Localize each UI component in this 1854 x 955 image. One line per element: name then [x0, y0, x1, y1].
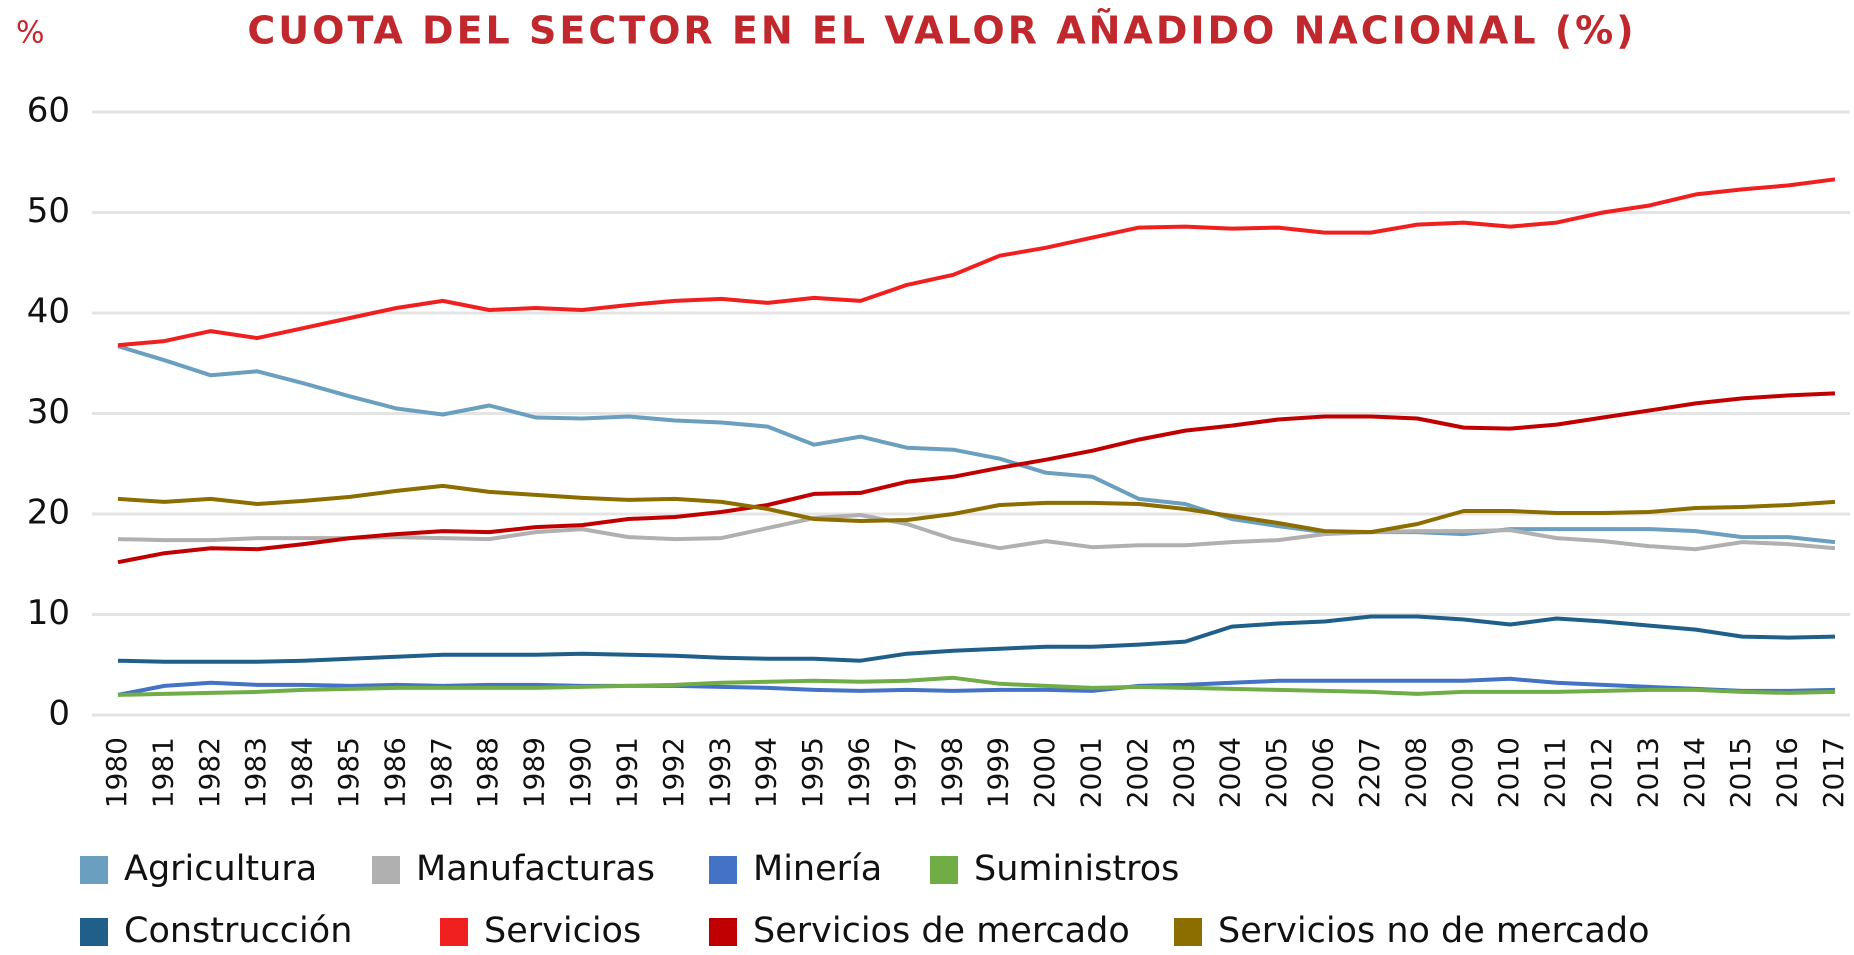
legend-swatch: [930, 856, 958, 884]
x-tick-label: 2009: [1446, 737, 1479, 808]
series-line: [117, 177, 1836, 348]
x-tick-label: 1997: [889, 737, 922, 808]
legend-label: Construcción: [124, 911, 352, 951]
x-tick-label: 1983: [239, 737, 272, 808]
series-line: [117, 675, 1836, 697]
x-tick-label: 2002: [1121, 737, 1154, 808]
x-tick-label: 1982: [193, 737, 226, 808]
x-tick-label: 1986: [378, 737, 411, 808]
y-tick-label: 50: [27, 191, 70, 231]
series-line: [117, 614, 1836, 664]
legend-swatch: [372, 856, 400, 884]
chart-title: CUOTA DEL SECTOR EN EL VALOR AÑADIDO NAC…: [247, 9, 1636, 53]
y-tick-label: 30: [27, 392, 70, 432]
x-tick-label: 1980: [100, 737, 133, 808]
y-tick-label: 0: [48, 694, 70, 734]
x-tick-label: 2004: [1214, 737, 1247, 808]
x-tick-label: 2016: [1771, 737, 1804, 808]
series-line: [117, 344, 1836, 545]
legend-label: Servicios: [484, 911, 641, 951]
x-tick-label: 1988: [471, 737, 504, 808]
x-tick-label: 1987: [425, 737, 458, 808]
x-tick-label: 1994: [750, 737, 783, 808]
x-tick-label: 1990: [564, 737, 597, 808]
x-tick-label: 1985: [332, 737, 365, 808]
legend-swatch: [1174, 918, 1202, 946]
x-tick-label: 1996: [842, 737, 875, 808]
y-tick-label: 10: [27, 593, 70, 633]
x-tick-label: 1998: [935, 737, 968, 808]
legend-label: Minería: [753, 849, 882, 889]
x-tick-label: 2003: [1167, 737, 1200, 808]
legend-swatch: [80, 918, 108, 946]
y-tick-label: 60: [27, 91, 70, 131]
legend-swatch: [709, 918, 737, 946]
x-tick-label: 1992: [657, 737, 690, 808]
x-tick-label: 2011: [1539, 737, 1572, 808]
x-tick-label: 1999: [982, 737, 1015, 808]
x-tick-label: 2006: [1307, 737, 1340, 808]
x-tick-label: 2000: [1028, 737, 1061, 808]
x-tick-label: 1984: [286, 737, 319, 808]
y-tick-label: 40: [27, 292, 70, 332]
x-tick-label: 1995: [796, 737, 829, 808]
series-line: [117, 513, 1836, 552]
x-tick-label: 2010: [1492, 737, 1525, 808]
y-axis-label: %: [16, 16, 45, 51]
x-tick-label: 2012: [1585, 737, 1618, 808]
series-line: [117, 391, 1836, 565]
x-tick-label: 1993: [703, 737, 736, 808]
series-line: [117, 676, 1836, 697]
legend-swatch: [709, 856, 737, 884]
legend-label: Servicios no de mercado: [1218, 911, 1649, 951]
x-tick-label: 2207: [1353, 737, 1386, 808]
legend-label: Servicios de mercado: [753, 911, 1130, 951]
legend-label: Agricultura: [124, 849, 317, 889]
x-tick-label: 2005: [1260, 737, 1293, 808]
x-tick-label: 2017: [1817, 737, 1850, 808]
x-tick-label: 2001: [1075, 737, 1108, 808]
series-line: [117, 483, 1836, 535]
legend-swatch: [80, 856, 108, 884]
x-tick-label: 2015: [1724, 737, 1757, 808]
legend-label: Manufacturas: [416, 849, 655, 889]
x-tick-label: 2014: [1678, 737, 1711, 808]
x-tick-label: 2013: [1631, 737, 1664, 808]
x-tick-label: 1989: [518, 737, 551, 808]
legend-swatch: [440, 918, 468, 946]
x-tick-label: 1981: [146, 737, 179, 808]
legend-label: Suministros: [974, 849, 1179, 889]
x-tick-label: 2008: [1399, 737, 1432, 808]
y-tick-label: 20: [27, 493, 70, 533]
x-tick-label: 1991: [610, 737, 643, 808]
